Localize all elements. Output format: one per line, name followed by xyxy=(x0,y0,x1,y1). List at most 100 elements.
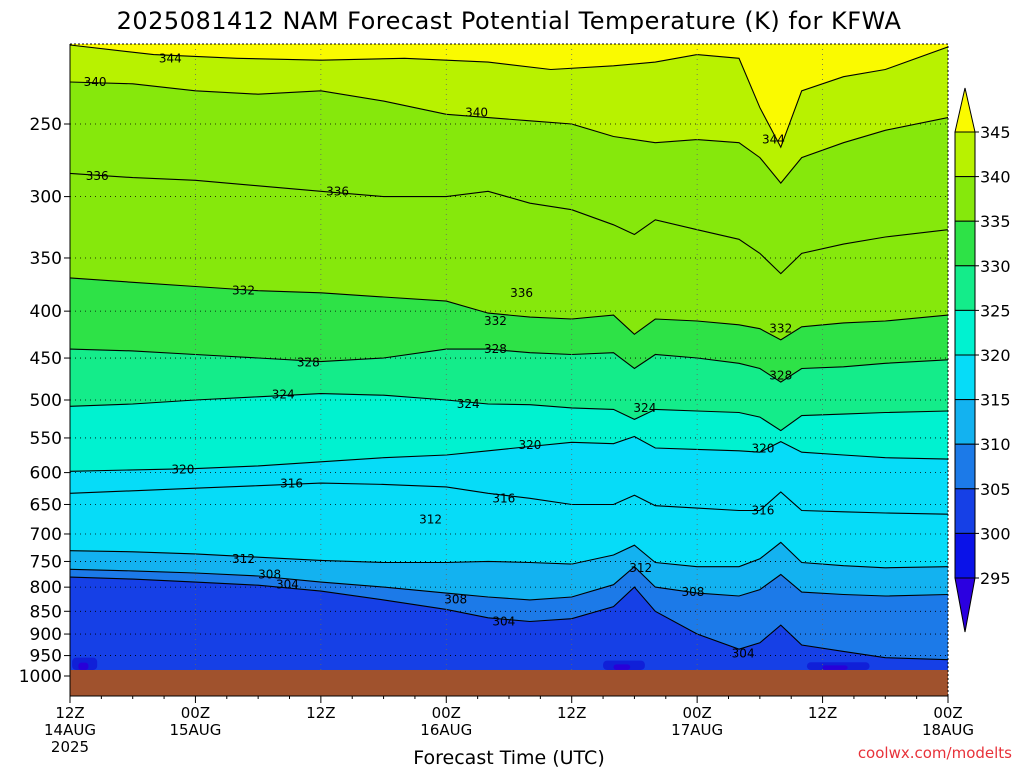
contour-label: 304 xyxy=(492,614,515,628)
colorbar-band xyxy=(954,354,976,401)
x-tick-label: 17AUG xyxy=(671,721,723,739)
cold-pocket-core xyxy=(822,665,848,670)
contour-label: 332 xyxy=(769,322,792,336)
contour-label: 344 xyxy=(762,133,785,147)
contour-label: 320 xyxy=(171,462,194,476)
x-tick-label: 18AUG xyxy=(922,721,974,739)
contour-label: 308 xyxy=(444,592,467,606)
contour-label: 324 xyxy=(272,387,295,401)
contour-label: 316 xyxy=(492,491,515,505)
contour-label: 308 xyxy=(682,585,705,599)
contour-label: 340 xyxy=(84,75,107,89)
y-tick-label: 250 xyxy=(30,115,62,135)
colorbar-band xyxy=(954,131,976,178)
colorbar: 345 340 335 330 325 320 315 310 305 300 295 xyxy=(954,87,1011,633)
contour-label: 332 xyxy=(232,284,255,298)
credit-text: coolwx.com/modelts xyxy=(858,744,1012,762)
contour-324 xyxy=(70,393,948,432)
contour-label: 336 xyxy=(510,286,533,300)
x-axis-label: Forecast Time (UTC) xyxy=(413,747,604,768)
x-tick-label: 00Z xyxy=(181,704,210,722)
colorbar-arrow-top xyxy=(954,87,976,133)
y-tick-label: 650 xyxy=(30,495,62,515)
contour-label: 344 xyxy=(159,51,182,65)
colorbar-arrow-bottom xyxy=(954,577,976,633)
cold-pocket-core xyxy=(613,664,631,670)
colorbar-tick-label: 325 xyxy=(980,301,1011,320)
y-tick-label: 600 xyxy=(30,464,62,484)
contour-label: 340 xyxy=(465,106,488,120)
color-fill-layer xyxy=(70,44,948,696)
colorbar-tick-label: 330 xyxy=(980,257,1011,276)
contour-320 xyxy=(70,435,948,472)
contour-label: 320 xyxy=(518,438,541,452)
contour-332 xyxy=(70,277,948,341)
y-tick-label: 400 xyxy=(30,302,62,322)
colorbar-tick-label: 305 xyxy=(980,480,1011,499)
contour-label: 336 xyxy=(86,169,109,183)
contour-label: 324 xyxy=(457,397,480,411)
y-axis: 250 300 350 400 450 500 550 600 650 700 750 800 850 9… xyxy=(19,44,71,696)
colorbar-tick-label: 310 xyxy=(980,435,1011,454)
contour-label: 320 xyxy=(752,442,775,456)
x-tick-label: 00Z xyxy=(432,704,461,722)
x-tick-label: 12Z xyxy=(55,704,84,722)
y-tick-label: 750 xyxy=(30,552,62,572)
colorbar-band xyxy=(954,399,976,445)
x-tick-label: 2025 xyxy=(51,738,89,756)
y-tick-label: 500 xyxy=(30,391,62,411)
plot-area: 3443403403443363363363323323323283283283… xyxy=(70,44,948,696)
x-tick-label: 12Z xyxy=(557,704,586,722)
contour-label: 316 xyxy=(280,477,303,491)
y-tick-label: 900 xyxy=(30,625,62,645)
chart-title: 2025081412 NAM Forecast Potential Temper… xyxy=(117,7,902,35)
contour-lines xyxy=(70,44,948,661)
contour-308 xyxy=(70,565,948,601)
colorbar-tick-label: 340 xyxy=(980,168,1011,187)
x-tick-label: 16AUG xyxy=(420,721,472,739)
contour-328 xyxy=(70,348,948,383)
contour-label: 332 xyxy=(484,314,507,328)
contour-label: 304 xyxy=(732,646,755,660)
contour-label: 328 xyxy=(297,355,320,369)
colorbar-band xyxy=(954,309,976,356)
contour-label: 324 xyxy=(633,401,656,415)
colorbar-tick-label: 295 xyxy=(980,569,1011,588)
colorbar-tick-label: 345 xyxy=(980,123,1011,142)
contour-label: 328 xyxy=(484,342,507,356)
y-tick-label: 450 xyxy=(30,349,62,369)
colorbar-band xyxy=(954,532,976,579)
grid-lines xyxy=(70,44,948,696)
contour-344 xyxy=(70,44,948,149)
colorbar-band xyxy=(954,220,976,267)
cold-pocket-core xyxy=(78,662,89,670)
colorbar-band xyxy=(954,176,976,222)
contour-label: 328 xyxy=(769,368,792,382)
y-tick-label: 800 xyxy=(30,578,62,598)
contour-label: 304 xyxy=(276,578,299,592)
x-tick-label: 12Z xyxy=(306,704,335,722)
y-tick-label: 300 xyxy=(30,188,62,208)
x-tick-label: 14AUG xyxy=(44,721,96,739)
colorbar-tick-label: 300 xyxy=(980,524,1011,543)
y-tick-label: 950 xyxy=(30,647,62,667)
contour-label: 312 xyxy=(629,561,652,575)
y-tick-label: 350 xyxy=(30,249,62,269)
y-tick-label: 700 xyxy=(30,525,62,545)
contour-label: 308 xyxy=(258,568,281,582)
colorbar-tick-label: 320 xyxy=(980,346,1011,365)
colorbar-band xyxy=(954,443,976,490)
contour-336 xyxy=(70,172,948,275)
contour-labels: 3443403403443363363363323323323283283283… xyxy=(84,51,793,660)
colorbar-band xyxy=(954,488,976,534)
y-tick-label: 850 xyxy=(30,602,62,622)
ground-surface xyxy=(70,669,948,696)
contour-312 xyxy=(70,541,948,569)
contour-304 xyxy=(70,576,948,661)
contour-316 xyxy=(70,482,948,515)
contour-label: 312 xyxy=(419,512,442,526)
contour-label: 316 xyxy=(752,504,775,518)
colorbar-band xyxy=(954,265,976,311)
